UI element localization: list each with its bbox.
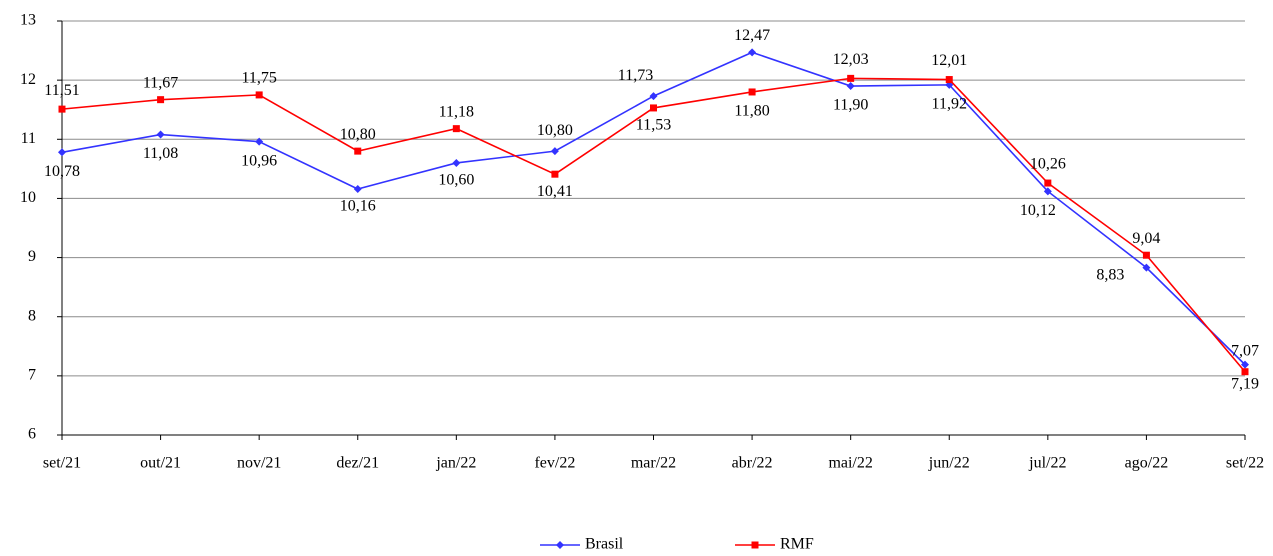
- y-tick-label: 7: [28, 367, 36, 384]
- data-label: 11,18: [439, 103, 474, 120]
- data-label: 11,67: [143, 74, 178, 91]
- marker: [58, 148, 66, 157]
- marker: [748, 88, 756, 96]
- y-tick-label: 11: [21, 130, 36, 147]
- y-tick-label: 10: [20, 189, 36, 206]
- marker: [550, 147, 559, 156]
- y-tick-label: 9: [28, 248, 36, 265]
- x-tick-label: set/21: [43, 455, 81, 472]
- marker: [748, 48, 757, 57]
- marker: [353, 184, 362, 193]
- data-label: 8,83: [1096, 266, 1124, 283]
- data-label: 11,51: [44, 82, 79, 99]
- data-label: 7,19: [1231, 375, 1259, 392]
- data-label: 11,08: [143, 145, 178, 162]
- data-label: 11,90: [833, 97, 868, 114]
- legend-label: Brasil: [585, 536, 624, 553]
- x-tick-label: jan/22: [435, 455, 476, 472]
- x-tick-label: dez/21: [336, 455, 379, 472]
- legend-marker: [556, 541, 564, 549]
- marker: [452, 125, 460, 133]
- marker: [649, 92, 658, 101]
- data-label: 11,75: [241, 70, 276, 87]
- data-label: 10,60: [438, 172, 474, 189]
- marker: [1142, 251, 1150, 259]
- data-label: 9,04: [1132, 230, 1160, 247]
- x-tick-label: mai/22: [828, 455, 872, 472]
- x-tick-label: out/21: [140, 455, 181, 472]
- x-tick-label: set/22: [1226, 455, 1264, 472]
- x-tick-label: jul/22: [1028, 455, 1066, 472]
- data-label: 11,73: [618, 67, 653, 84]
- marker: [847, 74, 855, 82]
- marker: [650, 104, 657, 112]
- data-label: 12,03: [833, 51, 869, 68]
- marker: [1241, 360, 1249, 369]
- data-label: 7,07: [1231, 342, 1259, 359]
- x-tick-label: nov/21: [237, 455, 281, 472]
- y-tick-label: 12: [20, 71, 36, 88]
- data-label: 10,78: [44, 163, 80, 180]
- marker: [58, 105, 66, 113]
- marker: [156, 130, 165, 139]
- marker: [945, 76, 953, 84]
- marker: [1241, 368, 1249, 376]
- data-label: 10,80: [340, 126, 376, 143]
- data-label: 10,16: [340, 198, 376, 215]
- x-tick-label: mar/22: [631, 455, 676, 472]
- legend-label: RMF: [780, 536, 814, 553]
- y-tick-label: 8: [28, 307, 36, 324]
- data-label: 10,96: [241, 152, 277, 169]
- x-tick-label: ago/22: [1125, 455, 1169, 472]
- marker: [354, 147, 362, 155]
- marker: [1043, 187, 1052, 196]
- data-label: 10,80: [537, 122, 573, 139]
- y-tick-label: 13: [20, 12, 36, 29]
- data-label: 12,47: [734, 27, 770, 44]
- marker: [1044, 179, 1052, 187]
- marker: [157, 96, 165, 104]
- marker: [1142, 263, 1151, 272]
- data-label: 10,41: [537, 183, 573, 200]
- marker: [452, 158, 461, 167]
- data-label: 11,92: [932, 96, 967, 113]
- x-tick-label: fev/22: [534, 455, 575, 472]
- marker: [551, 170, 559, 178]
- legend-marker: [751, 541, 759, 549]
- marker: [846, 82, 855, 91]
- data-label: 11,80: [734, 103, 769, 120]
- marker: [255, 91, 263, 99]
- data-label: 10,26: [1030, 156, 1066, 173]
- data-label: 10,12: [1020, 202, 1056, 219]
- y-tick-label: 6: [28, 426, 36, 443]
- x-tick-label: jun/22: [928, 455, 970, 472]
- x-tick-label: abr/22: [732, 455, 773, 472]
- data-label: 12,01: [931, 52, 967, 69]
- marker: [255, 137, 264, 146]
- data-label: 11,53: [636, 117, 671, 134]
